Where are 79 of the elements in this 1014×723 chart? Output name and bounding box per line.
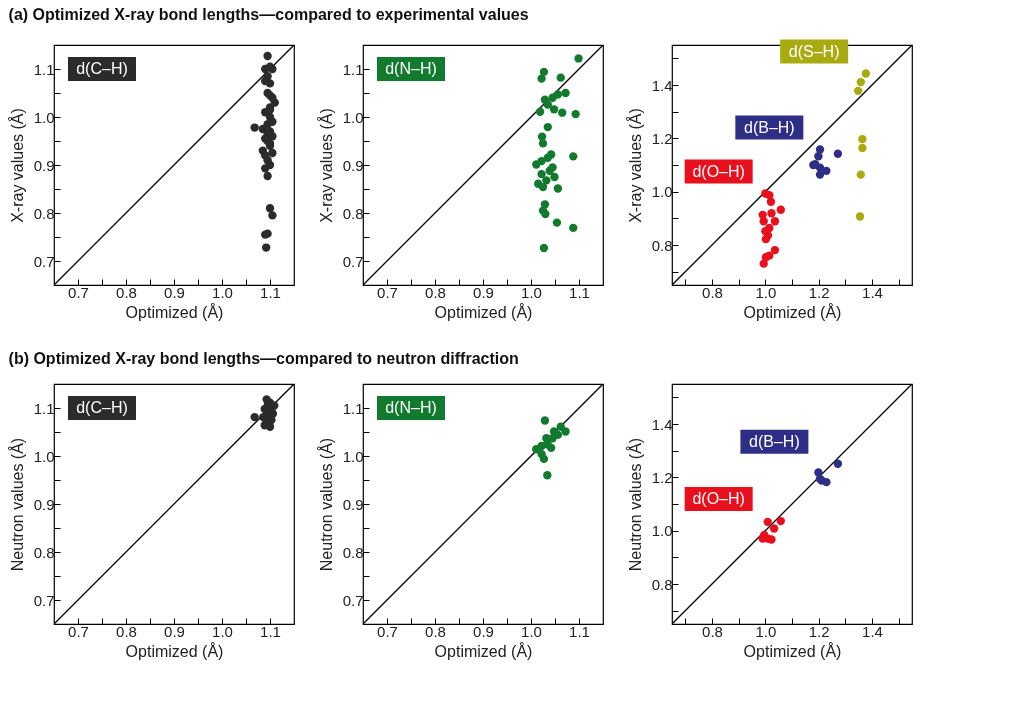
y-tick-label: 1.4 [651, 415, 673, 433]
y-tick-label: 1.0 [651, 522, 673, 540]
y-tick-label: 0.8 [651, 236, 673, 254]
x-tick-label: 1.0 [755, 622, 777, 640]
series-label: d(O–H) [692, 490, 745, 508]
x-tick-label: 0.8 [702, 283, 723, 301]
x-tick-label: 1.1 [260, 622, 281, 640]
text: d(N–H) [385, 399, 437, 416]
y-tick-label: 1.1 [33, 399, 55, 417]
y-tick-label: 0.8 [33, 204, 55, 222]
y-tick-label: 0.7 [342, 591, 364, 609]
text: d(N–H) [385, 60, 437, 77]
text: d(C–H) [76, 399, 128, 416]
y-tick-label: 0.7 [33, 252, 55, 270]
x-tick-label: 1.4 [862, 622, 883, 640]
y-tick-label: 1.0 [651, 183, 673, 201]
series-label: d(O–H) [692, 162, 745, 180]
x-tick-label: 1.0 [212, 283, 233, 301]
y-axis-title: X-ray values (Å) [316, 108, 335, 223]
x-axis-title: Optimized (Å) [434, 302, 533, 321]
y-tick-label: 1.2 [651, 468, 673, 486]
y-tick-label: 0.8 [342, 543, 364, 561]
x-tick-label: 0.8 [702, 622, 723, 640]
x-tick-label: 1.1 [569, 283, 590, 301]
x-tick-label: 1.0 [755, 283, 777, 301]
x-axis-title: Optimized (Å) [125, 302, 224, 321]
x-tick-label: 1.1 [569, 622, 590, 640]
x-axis-title: Optimized (Å) [125, 641, 224, 660]
y-tick-label: 0.8 [342, 204, 364, 222]
series-label: d(S–H) [788, 42, 840, 60]
x-tick-label: 1.1 [260, 283, 281, 301]
x-tick-label: 0.9 [164, 283, 185, 301]
x-tick-label: 0.7 [377, 622, 398, 640]
x-tick-label: 1.4 [862, 283, 883, 301]
y-tick-label: 0.9 [33, 495, 55, 513]
x-axis-title: Optimized (Å) [743, 302, 842, 321]
series-label: d(B–H) [743, 118, 795, 136]
x-tick-label: 1.0 [521, 283, 542, 301]
chart-title: (b) Optimized X-ray bond lengths—compared to neutron diffraction [8, 350, 519, 368]
x-tick-label: 0.7 [68, 622, 89, 640]
x-tick-label: 0.8 [116, 622, 137, 640]
y-axis-title: Neutron values (Å) [316, 437, 335, 572]
y-axis-title: Neutron values (Å) [625, 437, 644, 572]
y-tick-label: 1.1 [342, 399, 364, 417]
text: d(C–H) [76, 60, 128, 77]
x-tick-label: 0.7 [377, 283, 398, 301]
x-tick-label: 0.8 [116, 283, 137, 301]
chart-title: (a) Optimized X-ray bond lengths—compared to experimental values [8, 5, 529, 23]
y-axis-title: X-ray values (Å) [7, 108, 26, 223]
x-tick-label: 0.8 [425, 622, 446, 640]
series-label: d(B–H) [749, 432, 800, 450]
x-tick-label: 0.7 [68, 283, 89, 301]
y-tick-label: 1.4 [651, 76, 673, 94]
x-tick-label: 0.9 [164, 622, 185, 640]
y-tick-label: 0.7 [342, 252, 364, 270]
x-tick-label: 0.9 [473, 283, 494, 301]
y-tick-label: 1.0 [33, 108, 55, 126]
x-axis-title: Optimized (Å) [743, 641, 842, 660]
x-tick-label: 1.2 [808, 283, 830, 301]
y-tick-label: 1.2 [651, 129, 673, 147]
y-tick-label: 1.0 [33, 447, 55, 465]
y-tick-label: 1.0 [342, 108, 364, 126]
y-tick-label: 0.8 [651, 575, 673, 593]
x-tick-label: 0.9 [473, 622, 494, 640]
y-tick-label: 1.1 [33, 60, 55, 78]
y-tick-label: 0.9 [33, 156, 55, 174]
x-axis-title: Optimized (Å) [434, 641, 533, 660]
y-axis-title: Neutron values (Å) [7, 437, 26, 572]
y-tick-label: 0.9 [342, 156, 364, 174]
y-tick-label: 0.8 [33, 543, 55, 561]
y-tick-label: 0.7 [33, 591, 55, 609]
y-tick-label: 1.1 [342, 60, 364, 78]
y-tick-label: 0.9 [342, 495, 364, 513]
x-tick-label: 0.8 [425, 283, 446, 301]
x-tick-label: 1.0 [212, 622, 233, 640]
y-tick-label: 1.0 [342, 447, 364, 465]
x-tick-label: 1.2 [808, 622, 830, 640]
x-tick-label: 1.0 [521, 622, 542, 640]
y-axis-title: X-ray values (Å) [625, 108, 644, 223]
